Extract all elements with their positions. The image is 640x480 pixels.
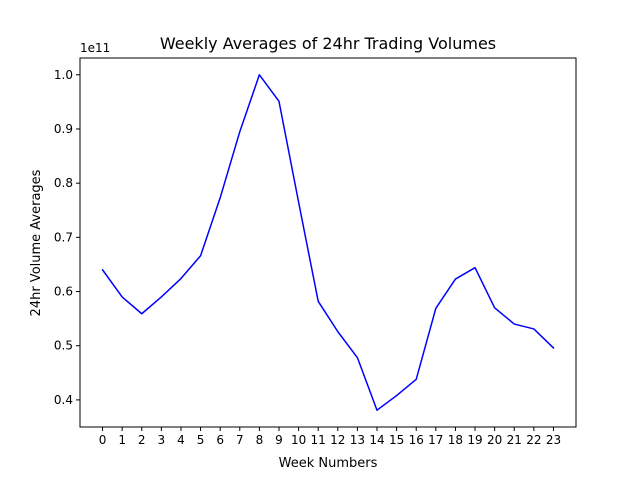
y-axis-offset-label: 1e11 — [80, 41, 110, 55]
x-tick-label: 11 — [311, 433, 326, 447]
x-tick-label: 20 — [487, 433, 502, 447]
x-tick-label: 1 — [118, 433, 126, 447]
x-tick-label: 5 — [197, 433, 205, 447]
x-tick-label: 18 — [448, 433, 463, 447]
x-tick-label: 4 — [177, 433, 185, 447]
x-tick-label: 0 — [99, 433, 107, 447]
x-tick-label: 13 — [350, 433, 365, 447]
x-tick-label: 15 — [389, 433, 404, 447]
axis-ticks: 0 1 2 3 4 5 6 7 8 9 10 11 12 13 14 15 16 17 18 19 20 21 22 230.… — [54, 68, 561, 447]
y-tick-label: 0.4 — [54, 393, 73, 407]
y-tick-label: 0.5 — [54, 339, 73, 353]
x-tick-label: 21 — [507, 433, 522, 447]
y-tick-label: 0.9 — [54, 122, 73, 136]
x-tick-label: 12 — [330, 433, 345, 447]
x-tick-label: 7 — [236, 433, 244, 447]
series-line — [101, 74, 555, 411]
series-layer — [101, 74, 555, 411]
y-tick-label: 0.8 — [54, 176, 73, 190]
x-tick-label: 6 — [216, 433, 224, 447]
chart-title: Weekly Averages of 24hr Trading Volumes — [160, 34, 496, 53]
y-tick-label: 0.6 — [54, 285, 73, 299]
y-tick-label: 0.7 — [54, 230, 73, 244]
plot-frame — [79, 57, 577, 428]
x-tick-label: 10 — [291, 433, 306, 447]
y-tick-label: 1.0 — [54, 68, 73, 82]
x-tick-label: 2 — [138, 433, 146, 447]
x-tick-label: 16 — [409, 433, 424, 447]
y-axis-label: 24hr Volume Averages — [29, 169, 44, 316]
x-tick-label: 3 — [158, 433, 166, 447]
x-axis-label: Week Numbers — [279, 456, 378, 471]
x-tick-label: 17 — [428, 433, 443, 447]
x-tick-label: 22 — [526, 433, 541, 447]
x-tick-label: 19 — [467, 433, 482, 447]
x-tick-label: 8 — [256, 433, 264, 447]
x-tick-label: 14 — [369, 433, 384, 447]
x-tick-label: 9 — [275, 433, 283, 447]
x-tick-label: 23 — [546, 433, 561, 447]
